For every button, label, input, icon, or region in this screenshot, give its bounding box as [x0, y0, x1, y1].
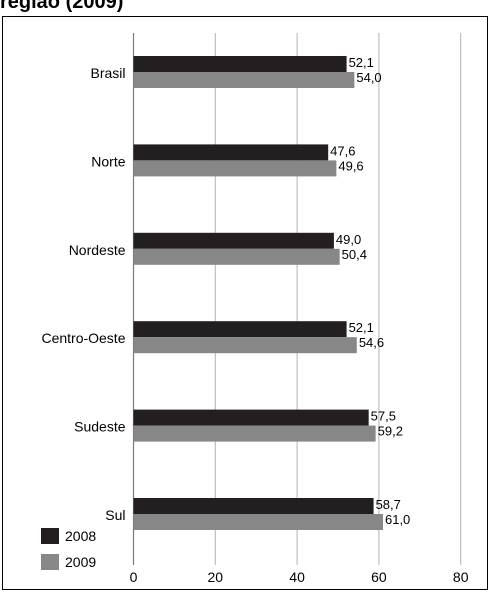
- bar-chart: Brasil52,154,0Norte47,649,6Nordeste49,05…: [41, 33, 469, 585]
- bar-2008: [133, 232, 334, 249]
- legend-label: 2008: [65, 528, 96, 544]
- value-label: 50,4: [342, 247, 367, 262]
- bar-2009: [133, 248, 340, 265]
- value-label: 59,2: [378, 424, 403, 439]
- category-label: Nordeste: [69, 242, 126, 258]
- value-label: 49,0: [336, 232, 361, 247]
- value-label: 52,1: [349, 55, 374, 70]
- value-label: 47,6: [330, 143, 355, 158]
- bar-2009: [133, 337, 357, 354]
- bar-2008: [133, 321, 347, 338]
- category-label: Sudeste: [74, 419, 126, 435]
- x-tick-label: 80: [453, 569, 469, 585]
- bar-2008: [133, 498, 374, 514]
- category-label: Brasil: [90, 65, 125, 81]
- value-label: 49,6: [338, 158, 363, 173]
- bar-2009: [133, 160, 337, 177]
- value-label: 57,5: [371, 409, 396, 424]
- value-label: 54,0: [356, 70, 381, 85]
- value-label: 58,7: [376, 497, 401, 512]
- x-tick-label: 20: [208, 569, 224, 585]
- legend-swatch: [41, 554, 59, 570]
- x-tick-label: 60: [371, 569, 387, 585]
- bar-2009: [133, 425, 376, 442]
- bar-2008: [133, 144, 329, 161]
- value-label: 52,1: [349, 320, 374, 335]
- category-label: Norte: [91, 153, 125, 169]
- bar-2009: [133, 72, 355, 88]
- value-label: 54,6: [359, 335, 384, 350]
- bar-2008: [133, 409, 369, 426]
- category-label: Centro-Oeste: [41, 330, 125, 346]
- chart-frame: Brasil 52,1 54,0 Norte 47,6 49,6 Nordeste 49,0 5…: [2, 16, 488, 590]
- x-tick-label: 40: [289, 569, 305, 585]
- category-label: Sul: [105, 507, 125, 523]
- x-tick-label: 0: [130, 569, 138, 585]
- chart-title: região (2009): [0, 0, 124, 13]
- legend-swatch: [41, 528, 59, 544]
- bar-2008: [133, 56, 347, 72]
- bar-2009: [133, 514, 383, 530]
- value-label: 61,0: [385, 512, 410, 527]
- legend-label: 2009: [65, 554, 96, 570]
